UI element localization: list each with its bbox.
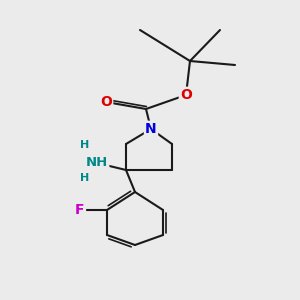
Text: O: O [100,95,112,109]
Text: F: F [75,203,85,217]
Text: H: H [80,173,90,183]
Text: O: O [180,88,192,102]
Text: NH: NH [86,157,108,169]
Text: N: N [145,122,157,136]
Text: H: H [80,140,90,150]
